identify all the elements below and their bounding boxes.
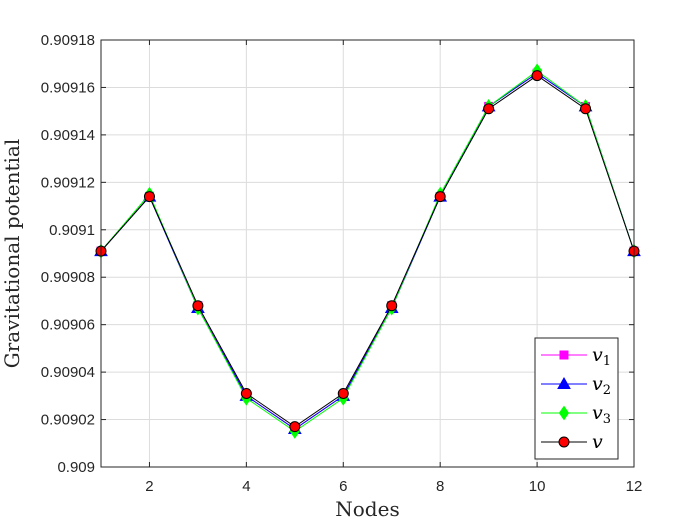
data-point-v (386, 300, 398, 312)
data-point-v (434, 191, 446, 203)
y-tick-label: 0.90904 (41, 364, 95, 381)
legend-item-v3: v3 (541, 402, 611, 427)
legend-item-v1: v1 (541, 344, 611, 369)
data-point-v3 (558, 405, 570, 421)
data-point-v (337, 387, 349, 399)
data-point-v (289, 421, 301, 433)
series-line-v3 (100, 70, 635, 433)
y-axis-title: Gravitational potential (0, 139, 24, 369)
data-point-v2 (557, 376, 571, 389)
x-tick-label: 4 (242, 478, 250, 495)
legend-label-v3: v3 (592, 402, 611, 427)
data-point-v1 (559, 350, 569, 360)
x-axis-title: Nodes (335, 497, 399, 521)
data-point-v (483, 103, 495, 115)
y-tick-label: 0.90914 (41, 127, 95, 144)
y-tick-label: 0.90902 (41, 412, 95, 429)
y-tick-label: 0.90918 (41, 32, 95, 49)
x-tick-label: 6 (339, 478, 347, 495)
plot-frame (100, 39, 635, 468)
legend-label-v2: v2 (592, 373, 611, 398)
x-tick-label: 12 (626, 478, 643, 495)
series-line-v (100, 74, 635, 428)
x-tick-label: 2 (145, 478, 153, 495)
data-point-v (240, 387, 252, 399)
legend-label-v: v (592, 431, 603, 453)
data-point-v (192, 300, 204, 312)
legend-box (534, 337, 619, 460)
legend-item-v2: v2 (541, 373, 611, 398)
y-tick-label: 0.90916 (41, 79, 95, 96)
legend-label-v1: v1 (592, 344, 611, 369)
data-point-v (531, 70, 543, 82)
y-tick-label: 0.9091 (49, 222, 95, 239)
data-point-v (558, 436, 570, 448)
y-tick-label: 0.90908 (41, 269, 95, 286)
legend-item-v: v (541, 431, 603, 453)
data-point-v (580, 103, 592, 115)
y-tick-label: 0.909 (57, 459, 95, 476)
ticks: 2 4 6 8 10 12 0.909 0.90902 0.90904 0.90906 0.9090… (41, 32, 643, 495)
x-tick-label: 10 (529, 478, 546, 495)
x-tick-label: 8 (436, 478, 444, 495)
y-tick-label: 0.90912 (41, 174, 95, 191)
data-point-v (143, 191, 155, 203)
legend: v1 v2 v3 v (534, 337, 619, 460)
y-tick-label: 0.90906 (41, 317, 95, 334)
